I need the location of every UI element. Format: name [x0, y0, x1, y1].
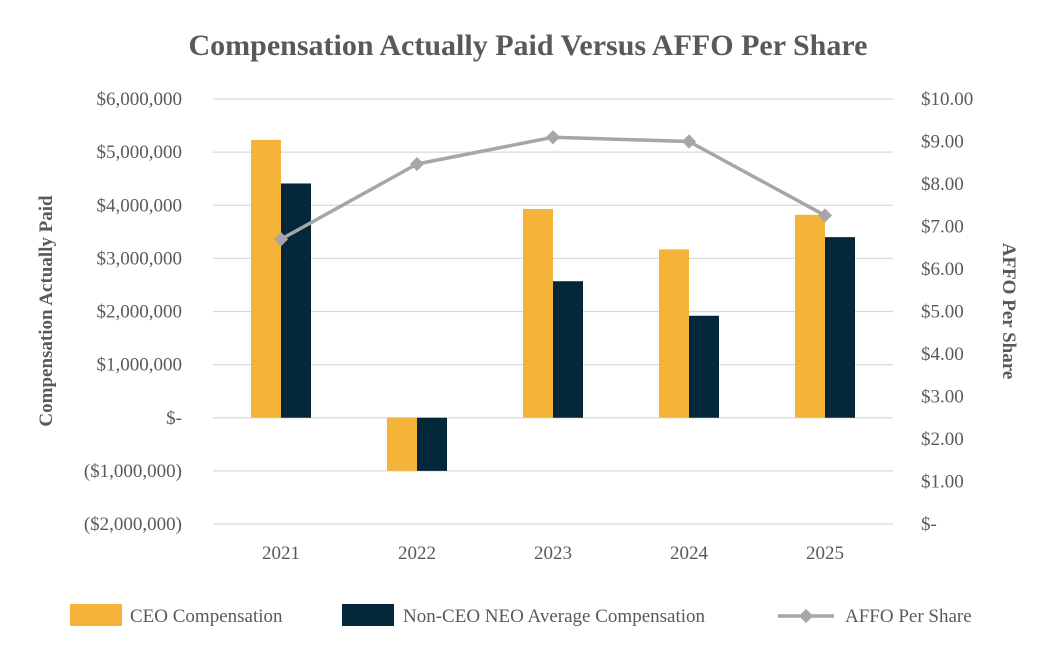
- right-axis-title: AFFO Per Share: [998, 243, 1019, 380]
- right-tick-label: $8.00: [921, 174, 964, 195]
- x-tick-label: 2023: [534, 543, 572, 564]
- affo-point-2025: [817, 208, 833, 223]
- bar-neo-2025: [825, 237, 855, 418]
- left-tick-label: $-: [166, 408, 182, 429]
- left-axis-ticks: $6,000,000 $5,000,000 $4,000,000 $3,000,000…: [84, 89, 182, 535]
- x-tick-label: 2021: [262, 543, 300, 564]
- right-tick-label: $-: [921, 514, 937, 535]
- legend-label-ceo: CEO Compensation: [130, 606, 283, 627]
- affo-point-2023: [545, 130, 561, 145]
- x-tick-label: 2024: [670, 543, 709, 564]
- chart-title: Compensation Actually Paid Versus AFFO P…: [189, 29, 868, 62]
- right-tick-label: $10.00: [921, 89, 973, 110]
- right-tick-label: $5.00: [921, 302, 964, 323]
- bar-ceo-2022: [387, 417, 417, 471]
- left-axis-title: Compensation Actually Paid: [36, 195, 57, 427]
- left-tick-label: ($2,000,000): [84, 514, 182, 535]
- affo-line: [273, 130, 833, 247]
- left-tick-label: $5,000,000: [97, 142, 183, 163]
- right-axis-ticks: $10.00 $9.00 $8.00 $7.00 $6.00 $5.00 $4.00 $3.0…: [921, 89, 973, 535]
- x-tick-label: 2022: [398, 543, 436, 564]
- x-tick-label: 2025: [806, 543, 844, 564]
- affo-point-2021: [273, 232, 289, 247]
- bar-neo-2022: [417, 417, 447, 471]
- left-tick-label: $1,000,000: [97, 355, 183, 376]
- right-tick-label: $6.00: [921, 259, 964, 280]
- legend-swatch-neo: [342, 604, 394, 626]
- affo-point-2024: [681, 134, 697, 149]
- right-tick-label: $3.00: [921, 387, 964, 408]
- legend-label-affo: AFFO Per Share: [845, 606, 972, 627]
- bar-neo-2023: [553, 281, 583, 418]
- bar-ceo-2024: [659, 249, 689, 418]
- legend-marker-affo: [798, 608, 814, 624]
- bar-ceo-2021: [251, 139, 281, 418]
- right-tick-label: $1.00: [921, 472, 964, 493]
- left-tick-label: $2,000,000: [97, 302, 183, 323]
- right-tick-label: $2.00: [921, 429, 964, 450]
- bar-ceo-2023: [523, 208, 553, 418]
- right-tick-label: $7.00: [921, 217, 964, 238]
- legend-label-neo: Non-CEO NEO Average Compensation: [403, 606, 706, 627]
- legend: CEO Compensation Non-CEO NEO Average Com…: [70, 604, 972, 627]
- affo-point-2022: [409, 156, 425, 172]
- bar-ceo-2025: [795, 214, 825, 418]
- left-tick-label: $3,000,000: [97, 248, 183, 269]
- right-tick-label: $4.00: [921, 344, 964, 365]
- left-tick-label: ($1,000,000): [84, 461, 182, 482]
- legend-swatch-ceo: [70, 604, 122, 626]
- left-tick-label: $4,000,000: [97, 195, 183, 216]
- bar-neo-2021: [281, 183, 311, 418]
- bar-neo-2024: [689, 315, 719, 418]
- bars: [251, 139, 855, 471]
- x-axis-ticks: 2021 2022 2023 2024 2025: [262, 543, 844, 564]
- right-tick-label: $9.00: [921, 132, 964, 153]
- left-tick-label: $6,000,000: [97, 89, 183, 110]
